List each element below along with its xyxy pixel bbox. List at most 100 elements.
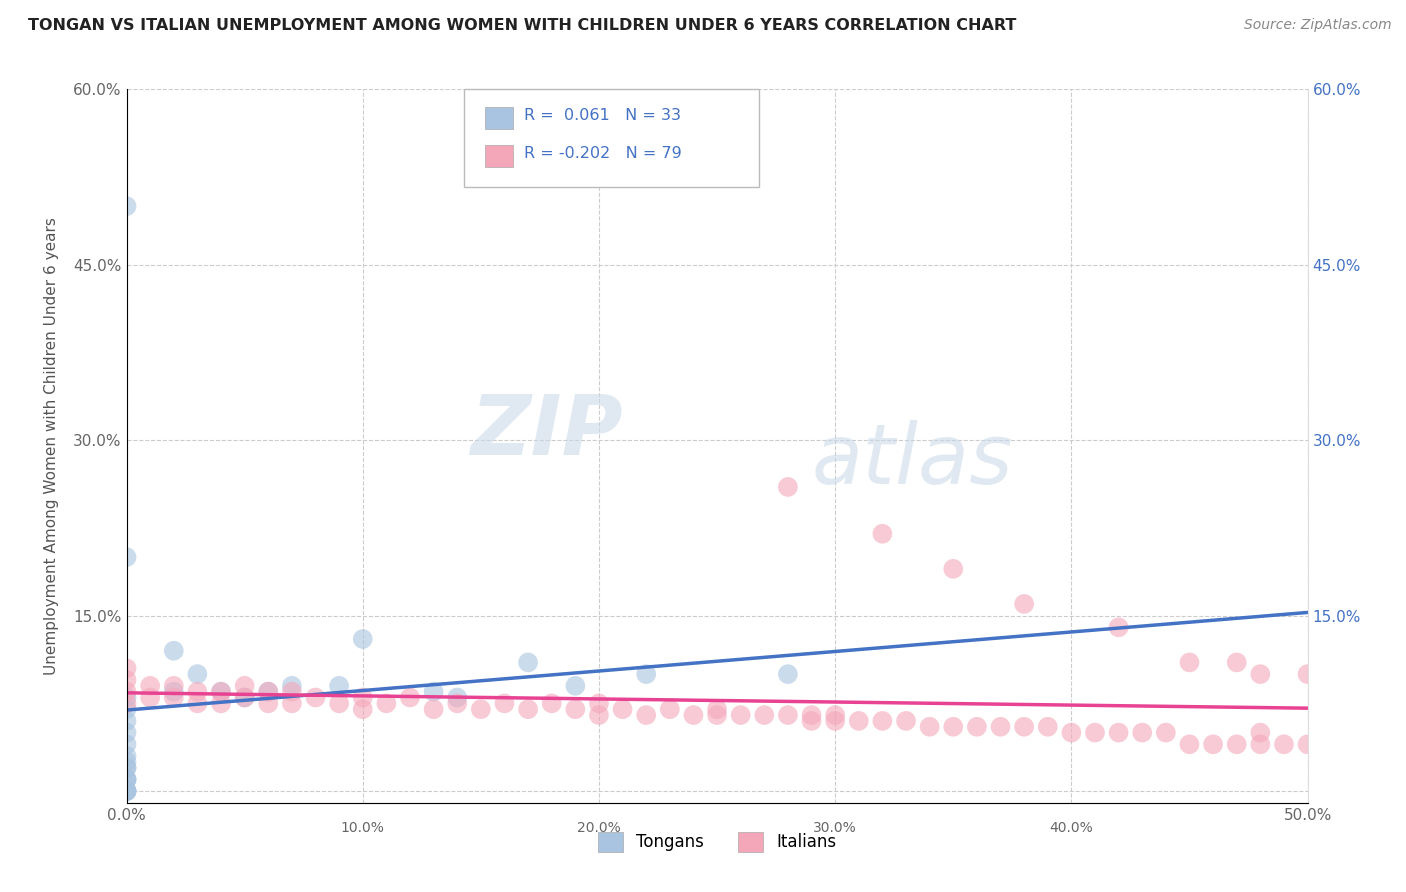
Point [233, 690, 256, 705]
Point [1108, 725, 1130, 739]
Point [115, 697, 138, 711]
Text: 20.0%: 20.0% [576, 821, 621, 835]
Point [517, 656, 540, 670]
Point [1178, 737, 1201, 751]
Point [1249, 667, 1271, 681]
Point [1012, 720, 1035, 734]
Text: 40.0%: 40.0% [1049, 821, 1094, 835]
Point [894, 714, 917, 728]
Point [1202, 737, 1225, 751]
Point [233, 690, 256, 705]
Point [776, 480, 799, 494]
Point [139, 690, 162, 705]
Point [281, 679, 304, 693]
Point [422, 684, 444, 698]
Point [706, 702, 728, 716]
Point [942, 720, 965, 734]
Text: Source: ZipAtlas.com: Source: ZipAtlas.com [1244, 18, 1392, 32]
Point [209, 697, 232, 711]
Point [233, 679, 256, 693]
Point [163, 690, 186, 705]
Point [494, 697, 516, 711]
Point [800, 708, 823, 723]
Point [281, 697, 304, 711]
Point [824, 708, 846, 723]
Point [115, 690, 138, 705]
Point [564, 702, 586, 716]
Point [422, 702, 444, 716]
Point [872, 714, 894, 728]
Point [776, 708, 799, 723]
Point [281, 684, 304, 698]
Point [163, 684, 186, 698]
Point [588, 708, 610, 723]
Point [163, 644, 186, 658]
Point [942, 562, 965, 576]
Point [1178, 656, 1201, 670]
Text: atlas: atlas [811, 420, 1014, 500]
Point [186, 667, 208, 681]
Point [115, 673, 138, 687]
Point [1154, 725, 1177, 739]
Point [1084, 725, 1107, 739]
Point [328, 679, 350, 693]
Point [966, 720, 988, 734]
Point [848, 714, 870, 728]
Point [352, 690, 374, 705]
Point [257, 684, 280, 698]
Point [800, 714, 823, 728]
Point [115, 761, 138, 775]
Point [1226, 737, 1249, 751]
Point [209, 684, 232, 698]
Point [1130, 725, 1153, 739]
Point [115, 714, 138, 728]
Point [115, 199, 138, 213]
Point [1296, 667, 1319, 681]
Point [658, 702, 681, 716]
Point [446, 690, 468, 705]
Point [115, 684, 138, 698]
Point [399, 690, 422, 705]
Point [257, 684, 280, 698]
Text: TONGAN VS ITALIAN UNEMPLOYMENT AMONG WOMEN WITH CHILDREN UNDER 6 YEARS CORRELATI: TONGAN VS ITALIAN UNEMPLOYMENT AMONG WOM… [28, 18, 1017, 33]
Text: R =  0.061   N = 33: R = 0.061 N = 33 [524, 109, 682, 123]
Point [352, 702, 374, 716]
Point [257, 697, 280, 711]
Point [540, 697, 562, 711]
Point [115, 784, 138, 798]
Point [730, 708, 752, 723]
Text: 10.0%: 10.0% [340, 821, 385, 835]
Point [918, 720, 941, 734]
Point [115, 550, 138, 565]
Point [824, 714, 846, 728]
Point [872, 526, 894, 541]
Point [1272, 737, 1295, 751]
Point [1226, 656, 1249, 670]
Point [115, 749, 138, 764]
Point [682, 708, 704, 723]
Point [1296, 737, 1319, 751]
Point [706, 708, 728, 723]
Legend: Tongans, Italians: Tongans, Italians [592, 825, 842, 859]
Point [776, 667, 799, 681]
Point [446, 697, 468, 711]
Text: R = -0.202   N = 79: R = -0.202 N = 79 [524, 146, 682, 161]
Point [352, 632, 374, 646]
Point [517, 702, 540, 716]
Point [115, 772, 138, 787]
Text: ZIP: ZIP [470, 392, 623, 472]
Point [1012, 597, 1035, 611]
Point [1036, 720, 1059, 734]
Text: 30.0%: 30.0% [813, 821, 858, 835]
Point [470, 702, 492, 716]
Point [990, 720, 1012, 734]
Point [115, 755, 138, 769]
Point [115, 737, 138, 751]
Point [1108, 620, 1130, 634]
Point [115, 772, 138, 787]
Point [186, 697, 208, 711]
Point [1249, 737, 1271, 751]
Point [754, 708, 776, 723]
Point [375, 697, 398, 711]
Point [115, 725, 138, 739]
